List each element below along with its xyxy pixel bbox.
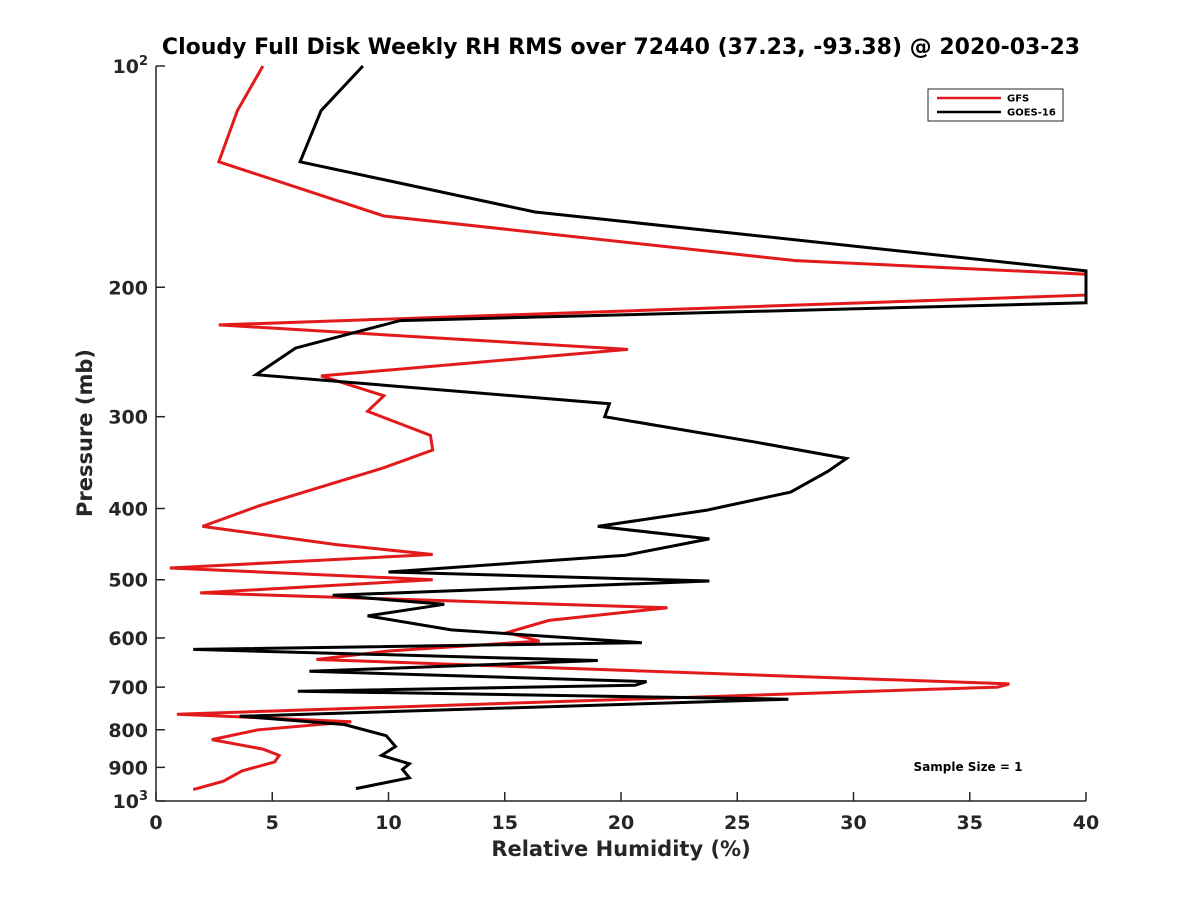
y-tick-label: 600 [108, 628, 148, 650]
sample-size-annotation: Sample Size = 1 [914, 760, 1023, 774]
x-tick-label: 10 [375, 812, 401, 834]
y-tick-label: 103 [113, 789, 149, 813]
y-tick-label: 800 [108, 720, 148, 742]
y-tick-label: 700 [108, 677, 148, 699]
legend-label-gfs: GFS [1007, 94, 1029, 105]
y-tick-label: 500 [108, 570, 148, 592]
x-tick-label: 5 [266, 812, 279, 834]
x-tick-label: 25 [724, 812, 750, 834]
plot-area [156, 66, 1086, 801]
series-line-gfs [169, 65, 1088, 792]
x-tick-label: 20 [608, 812, 634, 834]
x-tick-label: 30 [840, 812, 866, 834]
series-layer [169, 64, 1088, 792]
legend: GFS GOES-16 [927, 88, 1064, 122]
series-line-goes16 [193, 64, 1088, 791]
x-ticks: 0 5 10 15 20 25 30 35 40 [149, 792, 1099, 834]
y-tick-label: 200 [108, 277, 148, 299]
legend-box [927, 88, 1064, 122]
y-tick-label: 400 [108, 499, 148, 521]
x-tick-label: 15 [492, 812, 518, 834]
y-tick-label: 102 [113, 54, 149, 78]
x-tick-label: 40 [1073, 812, 1099, 834]
x-axis-label: Relative Humidity (%) [491, 837, 750, 861]
x-tick-label: 0 [149, 812, 162, 834]
y-tick-label: 900 [108, 757, 148, 779]
y-tick-label: 300 [108, 407, 148, 429]
x-tick-label: 35 [957, 812, 983, 834]
chart-title: Cloudy Full Disk Weekly RH RMS over 7244… [162, 35, 1080, 60]
y-ticks: 102 200 300 400 500 600 700 800 900 103 [108, 54, 165, 813]
legend-label-goes16: GOES-16 [1007, 108, 1056, 119]
y-axis-label: Pressure (mb) [73, 349, 97, 517]
